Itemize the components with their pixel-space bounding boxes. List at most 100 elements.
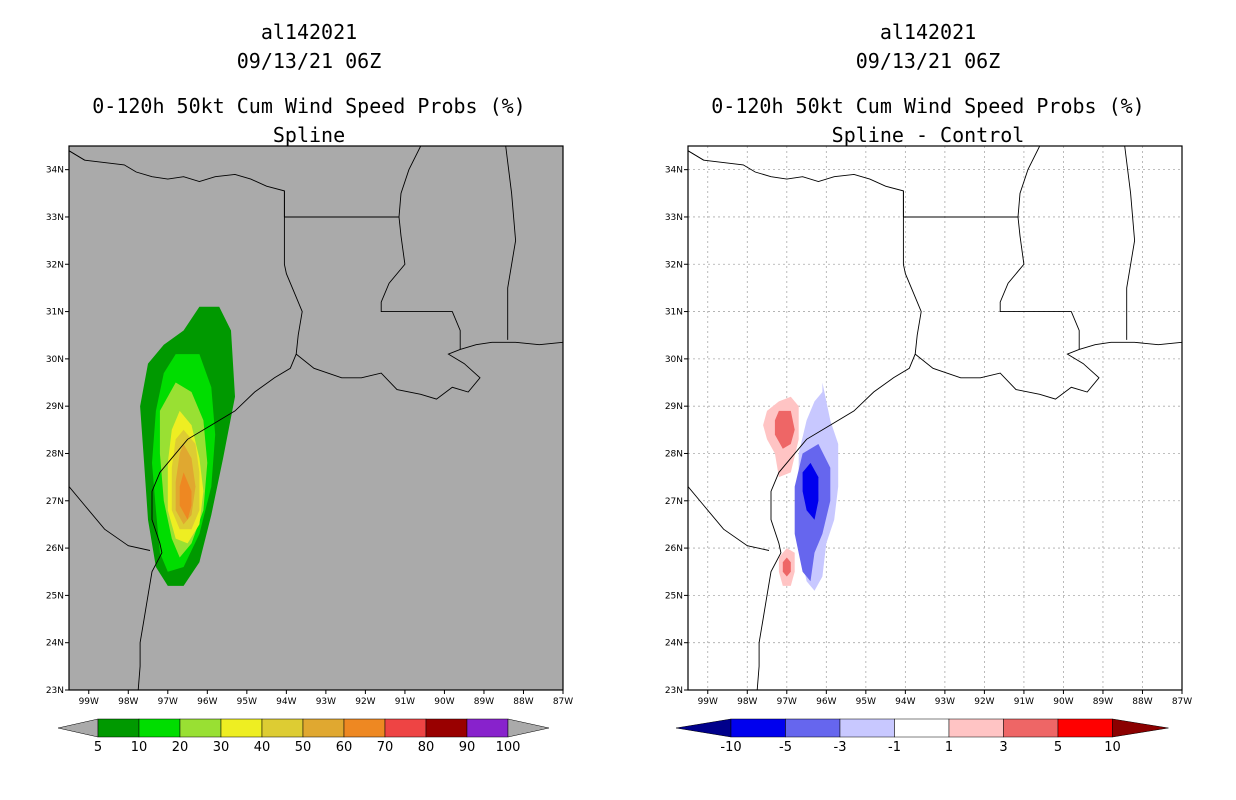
left-colorbar-label: 5 <box>94 740 102 755</box>
left-storm-id: al142021 <box>260 20 358 44</box>
left-colorbar-swatch <box>466 718 509 738</box>
right-colorbar-high-end <box>1112 718 1169 738</box>
right-ytick-label: 32N <box>665 260 683 270</box>
right-map-frame <box>687 145 1183 691</box>
right-red-river <box>688 150 705 161</box>
right-xtick-label: 91W <box>1014 697 1034 707</box>
left-louisiana-coast <box>295 341 563 400</box>
left-colorbar-label: 90 <box>459 740 476 755</box>
right-ytick-label: 31N <box>665 308 683 318</box>
left-colorbar-swatch <box>97 718 140 738</box>
left-panel-title: al142021 09/13/21 06Z 0-120h 50kt Cum Wi… <box>29 18 589 150</box>
left-colorbar: 5 10 20 30 40 50 60 70 80 90 100 <box>57 718 550 755</box>
right-colorbar-label: -1 <box>888 740 901 755</box>
right-xtick-label: 92W <box>974 697 994 707</box>
left-xtick-label: 92W <box>355 697 375 707</box>
left-ytick-label: 31N <box>46 308 64 318</box>
left-ytick-label: 33N <box>46 213 64 223</box>
left-red-river <box>69 150 86 161</box>
right-colorbar: -10 -5 -3 -1 1 3 5 10 <box>675 718 1169 755</box>
right-colorbar-low-end <box>675 718 732 738</box>
right-xtick-label: 88W <box>1132 697 1152 707</box>
right-map-panel: 99W 98W 97W 96W 95W 94W 93W 92W 91W 90W 89W 88W 87W 2… <box>665 145 1192 707</box>
left-ytick-label: 34N <box>46 166 64 176</box>
left-colorbar-swatch <box>384 718 427 738</box>
right-ytick-label: 24N <box>665 639 683 649</box>
left-colorbar-swatch <box>179 718 222 738</box>
left-subtitle: Spline <box>272 123 346 147</box>
right-ms-al-border <box>1124 146 1136 340</box>
left-ytick-label: 24N <box>46 639 64 649</box>
left-date: 09/13/21 06Z <box>236 49 382 73</box>
left-colorbar-low-end <box>57 718 99 738</box>
left-colorbar-swatch <box>425 718 468 738</box>
right-xtick-label: 94W <box>895 697 915 707</box>
right-colorbar-swatch <box>785 718 841 738</box>
left-xtick-label: 97W <box>158 697 178 707</box>
right-map-layers <box>688 146 1182 690</box>
right-contour-3 <box>774 410 795 449</box>
right-ytick-label: 27N <box>665 497 683 507</box>
right-contour-neg5 <box>802 462 819 520</box>
left-colorbar-label: 80 <box>418 740 435 755</box>
right-map-background <box>688 146 1182 690</box>
right-xtick-label: 89W <box>1093 697 1113 707</box>
left-map-frame <box>68 145 564 691</box>
right-coastline <box>688 150 922 690</box>
right-ytick-label: 29N <box>665 402 683 412</box>
left-xtick-label: 96W <box>197 697 217 707</box>
right-colorbar-swatch <box>1003 718 1059 738</box>
left-ytick-label: 28N <box>46 449 64 459</box>
right-colorbar-label: 1 <box>945 740 953 755</box>
right-ytick-label: 34N <box>665 166 683 176</box>
left-xtick-label: 87W <box>553 697 573 707</box>
right-xtick-label: 99W <box>698 697 718 707</box>
right-colorbar-label: -5 <box>779 740 792 755</box>
left-map-layers <box>69 146 563 690</box>
left-xtick-label: 95W <box>237 697 257 707</box>
left-colorbar-swatch <box>261 718 304 738</box>
right-xtick-label: 93W <box>935 697 955 707</box>
left-xtick-label: 89W <box>474 697 494 707</box>
right-colorbar-swatch <box>948 718 1004 738</box>
right-ms-river-border <box>999 216 1080 350</box>
left-xtick-label: 93W <box>316 697 336 707</box>
right-xtick-label: 98W <box>737 697 757 707</box>
left-xtick-label: 91W <box>395 697 415 707</box>
left-ytick-label: 25N <box>46 591 64 601</box>
right-title: 0-120h 50kt Cum Wind Speed Probs (%) <box>711 94 1145 118</box>
left-ms-river-border <box>380 216 461 350</box>
left-colorbar-label: 50 <box>295 740 312 755</box>
left-colorbar-label: 20 <box>172 740 189 755</box>
right-colorbar-label: -3 <box>834 740 847 755</box>
left-ytick-label: 30N <box>46 355 64 365</box>
left-contour-60 <box>179 472 192 520</box>
right-ytick-label: 26N <box>665 544 683 554</box>
right-colorbar-swatch <box>839 718 895 738</box>
left-xtick-label: 90W <box>434 697 454 707</box>
right-rio-grande <box>688 486 770 551</box>
left-colorbar-swatch <box>220 718 263 738</box>
left-title: 0-120h 50kt Cum Wind Speed Probs (%) <box>92 94 526 118</box>
left-colorbar-label: 10 <box>131 740 148 755</box>
right-xtick-label: 95W <box>856 697 876 707</box>
right-xtick-label: 90W <box>1053 697 1073 707</box>
left-ar-ms-border <box>398 146 422 218</box>
right-subtitle: Spline - Control <box>831 123 1025 147</box>
left-rio-grande <box>69 486 151 551</box>
right-panel-title: al142021 09/13/21 06Z 0-120h 50kt Cum Wi… <box>648 18 1208 150</box>
left-xtick-label: 88W <box>513 697 533 707</box>
left-ytick-label: 29N <box>46 402 64 412</box>
right-date: 09/13/21 06Z <box>855 49 1001 73</box>
right-xtick-label: 97W <box>777 697 797 707</box>
right-ytick-label: 33N <box>665 213 683 223</box>
right-ytick-label: 28N <box>665 449 683 459</box>
left-ytick-label: 27N <box>46 497 64 507</box>
left-colorbar-high-end <box>507 718 550 738</box>
left-colorbar-swatch <box>302 718 345 738</box>
left-ytick-label: 32N <box>46 260 64 270</box>
right-colorbar-swatch <box>1057 718 1113 738</box>
left-ytick-label: 23N <box>46 686 64 696</box>
right-colorbar-label: -10 <box>720 740 741 755</box>
